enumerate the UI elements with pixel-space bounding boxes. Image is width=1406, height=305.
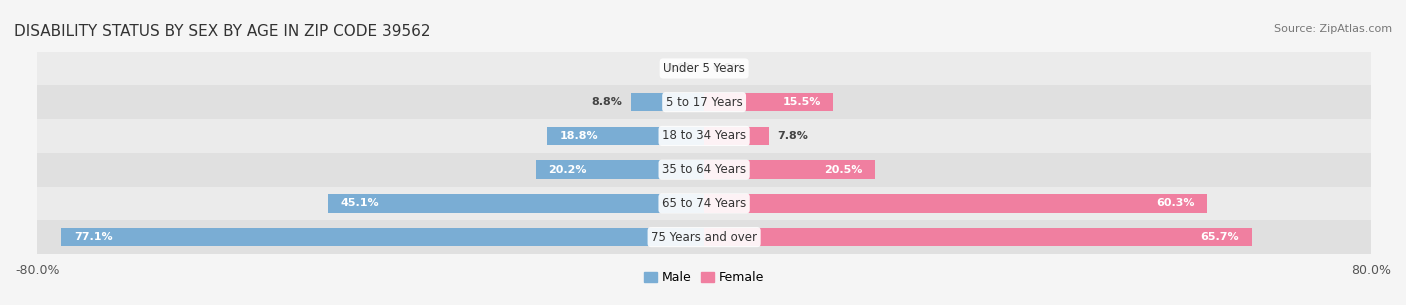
Text: 18.8%: 18.8% — [560, 131, 599, 141]
Text: 7.8%: 7.8% — [778, 131, 808, 141]
Bar — [37, 187, 1371, 220]
Bar — [547, 127, 704, 145]
Bar — [62, 228, 704, 246]
Text: 65 to 74 Years: 65 to 74 Years — [662, 197, 747, 210]
Text: 20.2%: 20.2% — [548, 165, 586, 175]
Bar — [704, 127, 769, 145]
Bar — [704, 194, 1206, 213]
Bar — [536, 160, 704, 179]
Text: 65.7%: 65.7% — [1201, 232, 1239, 242]
Text: DISABILITY STATUS BY SEX BY AGE IN ZIP CODE 39562: DISABILITY STATUS BY SEX BY AGE IN ZIP C… — [14, 24, 430, 39]
Bar — [37, 85, 1371, 119]
Bar — [704, 93, 834, 111]
Bar — [37, 153, 1371, 187]
Text: 5 to 17 Years: 5 to 17 Years — [666, 96, 742, 109]
Bar — [631, 93, 704, 111]
Text: 0.0%: 0.0% — [713, 63, 744, 74]
Bar — [704, 228, 1251, 246]
Text: 77.1%: 77.1% — [75, 232, 112, 242]
Text: 35 to 64 Years: 35 to 64 Years — [662, 163, 747, 176]
Text: 15.5%: 15.5% — [783, 97, 821, 107]
Bar — [37, 119, 1371, 153]
Text: 60.3%: 60.3% — [1156, 198, 1194, 208]
Bar — [704, 160, 875, 179]
Bar — [37, 220, 1371, 254]
Text: 0.0%: 0.0% — [665, 63, 696, 74]
Text: 75 Years and over: 75 Years and over — [651, 231, 756, 244]
Text: 8.8%: 8.8% — [592, 97, 623, 107]
Legend: Male, Female: Male, Female — [644, 271, 765, 284]
Text: 20.5%: 20.5% — [824, 165, 862, 175]
Bar — [328, 194, 704, 213]
Text: Source: ZipAtlas.com: Source: ZipAtlas.com — [1274, 24, 1392, 34]
Text: 45.1%: 45.1% — [340, 198, 380, 208]
Text: Under 5 Years: Under 5 Years — [664, 62, 745, 75]
Bar — [37, 52, 1371, 85]
Text: 18 to 34 Years: 18 to 34 Years — [662, 129, 747, 142]
